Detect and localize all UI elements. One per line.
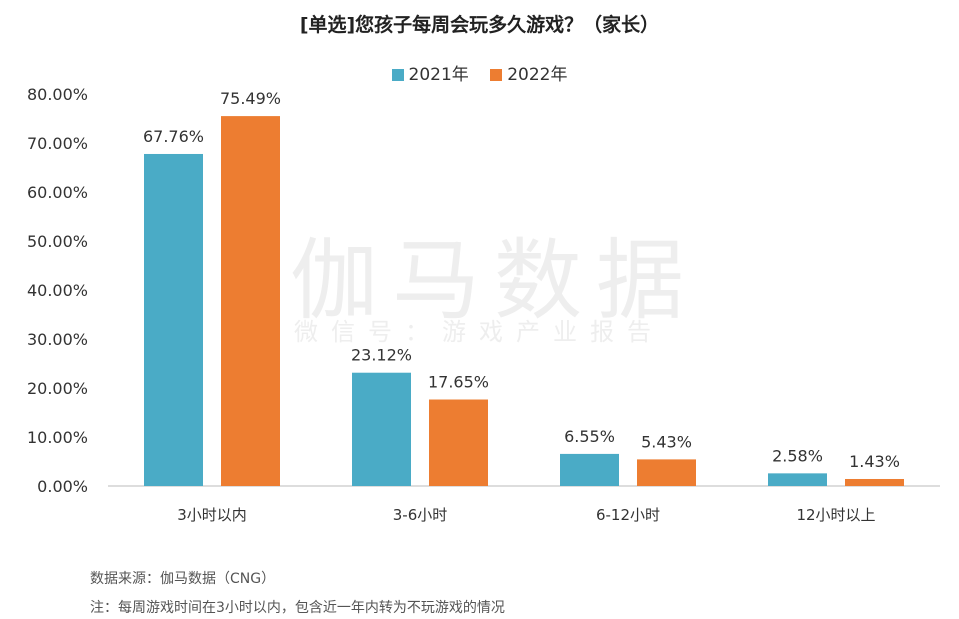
y-tick-label: 80.00%: [27, 85, 88, 104]
data-label: 5.43%: [641, 432, 692, 451]
y-tick-label: 70.00%: [27, 134, 88, 153]
x-tick-label: 3小时以内: [177, 506, 247, 524]
bar-chart: 0.00% 10.00% 20.00% 30.00% 40.00% 50.00% 60.00…: [27, 85, 940, 524]
y-tick-label: 40.00%: [27, 281, 88, 300]
watermark-subtitle: 微信号：游戏产业报告: [294, 318, 664, 346]
legend-label-2021: 2021年: [408, 65, 469, 85]
legend-swatch-2022: [490, 69, 503, 81]
legend-item-2021: 2021年: [391, 60, 469, 85]
data-label: 6.55%: [564, 427, 615, 446]
data-label: 17.65%: [428, 373, 489, 392]
bar-2021: [560, 453, 619, 486]
x-tick-label: 12小时以上: [796, 506, 875, 524]
x-tick-label: 3-6小时: [393, 506, 448, 524]
y-tick-label: 0.00%: [37, 477, 88, 496]
data-label: 23.12%: [351, 346, 412, 365]
footnote: 注：每周游戏时间在3小时以内，包含近一年内转为不玩游戏的情况: [90, 600, 505, 616]
bar-2021: [144, 153, 203, 486]
data-label: 75.49%: [220, 89, 281, 108]
data-label: 2.58%: [772, 446, 823, 465]
bar-2021: [768, 473, 827, 486]
bar-2021: [352, 372, 411, 486]
y-tick-label: 50.00%: [27, 232, 88, 251]
y-tick-label: 20.00%: [27, 379, 88, 398]
bar-2022: [845, 478, 904, 486]
y-tick-label: 10.00%: [27, 428, 88, 447]
data-label: 1.43%: [849, 452, 900, 471]
chart-legend: 2021年 2022年: [0, 60, 959, 85]
bar-2022: [429, 399, 488, 486]
legend-swatch-2021: [391, 69, 404, 81]
watermark-logo: 伽马数据: [290, 229, 699, 332]
x-tick-label: 6-12小时: [596, 506, 660, 524]
y-tick-label: 60.00%: [27, 183, 88, 202]
legend-item-2022: 2022年: [490, 60, 567, 85]
bar-2022: [221, 116, 280, 486]
chart-title: [单选]您孩子每周会玩多久游戏？（家长）: [299, 14, 660, 36]
legend-label-2022: 2022年: [507, 65, 568, 85]
data-label: 67.76%: [143, 127, 204, 146]
y-tick-label: 30.00%: [27, 330, 88, 349]
source-note: 数据来源：伽马数据（CNG）: [90, 571, 276, 587]
bar-2022: [637, 459, 696, 486]
